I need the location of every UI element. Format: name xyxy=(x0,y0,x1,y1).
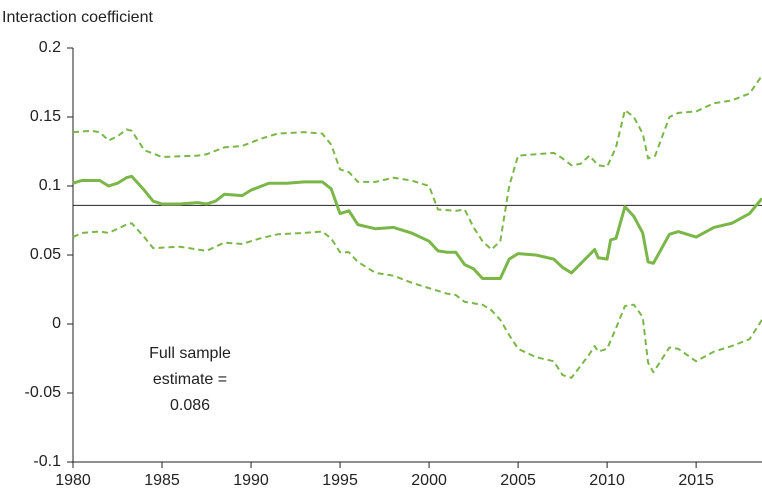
band-line xyxy=(72,222,762,379)
band-line xyxy=(72,75,762,251)
annotation: estimate = xyxy=(153,371,227,388)
x-tick-label: 1980 xyxy=(55,472,91,489)
x-tick-label: 2005 xyxy=(500,472,536,489)
x-tick-label: 1995 xyxy=(322,472,358,489)
y-tick-label: 0.15 xyxy=(30,108,61,125)
x-tick-label: 1985 xyxy=(144,472,180,489)
y-tick-label: 0.2 xyxy=(39,39,61,56)
x-tick-label: 1990 xyxy=(233,472,269,489)
annotation: Full sample xyxy=(149,345,231,362)
y-tick-label: 0 xyxy=(52,315,61,332)
x-tick-label: 2000 xyxy=(411,472,447,489)
y-tick-label: 0.05 xyxy=(30,246,61,263)
x-tick-label: 2010 xyxy=(589,472,625,489)
y-tick-label: 0.1 xyxy=(39,177,61,194)
y-axis-label: Interaction coefficient xyxy=(2,9,153,26)
annotation: 0.086 xyxy=(170,397,210,414)
y-tick-label: -0.1 xyxy=(33,453,61,470)
y-tick-label: -0.05 xyxy=(25,384,62,401)
x-tick-label: 2015 xyxy=(678,472,714,489)
estimate-line xyxy=(72,174,762,280)
